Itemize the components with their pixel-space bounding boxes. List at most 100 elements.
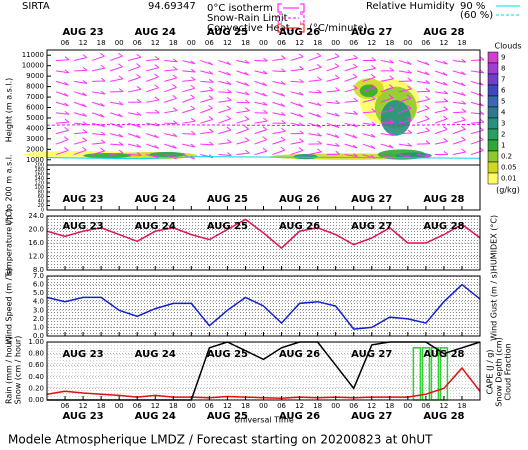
wind-arrow — [200, 70, 214, 75]
wind-arrow — [389, 132, 394, 136]
legend-label: 90 % — [460, 1, 485, 12]
wind-arrow — [380, 78, 394, 82]
wind-arrow — [443, 60, 448, 65]
wind-arrow — [110, 78, 123, 82]
wind-arrow — [55, 101, 69, 107]
wind-arrow — [226, 139, 232, 143]
wind-arrow — [389, 75, 394, 80]
wind-arrow — [298, 113, 304, 118]
wind-arrow — [208, 95, 214, 99]
wind-arrow — [200, 118, 213, 124]
wind-arrow — [425, 87, 431, 92]
wind-arrow — [281, 119, 286, 124]
wind-arrow — [128, 112, 142, 116]
wind-arrow — [73, 80, 87, 84]
wind-arrow — [398, 97, 412, 103]
wind-arrow — [236, 140, 250, 145]
wind-arrow — [91, 150, 105, 156]
wind-arrow — [64, 118, 70, 123]
day-label: AUG 24 — [135, 349, 176, 360]
wind-arrow — [118, 63, 123, 68]
wind-arrow — [334, 63, 340, 67]
cloud-area — [149, 151, 186, 158]
wind-arrow — [406, 105, 412, 109]
day-label: AUG 23 — [62, 194, 103, 205]
wind-arrow — [388, 84, 394, 89]
wind-arrow — [208, 104, 213, 109]
wind-arrow — [316, 52, 322, 57]
colorbar-label: 6 — [501, 87, 506, 95]
wind-arrow — [280, 103, 286, 107]
wind-arrow — [164, 154, 177, 160]
wind-arrow — [254, 139, 267, 145]
x-tick-label: 00 — [259, 402, 268, 410]
wind-arrow — [362, 98, 376, 103]
wind-arrow — [371, 57, 377, 61]
wind-arrow — [308, 55, 321, 61]
wind-arrow — [218, 80, 232, 85]
x-tick-label: 00 — [331, 39, 340, 47]
wind-arrow — [290, 101, 303, 108]
isotherm — [46, 123, 481, 126]
wind-arrow — [208, 70, 214, 75]
x-tick-label: 06 — [133, 39, 142, 47]
wind-arrow — [190, 117, 196, 122]
colorbar-label: 7 — [501, 76, 505, 84]
wind-arrow — [244, 107, 250, 112]
day-label: AUG 25 — [207, 411, 248, 422]
wind-arrow — [172, 120, 178, 124]
wind-arrow — [262, 147, 268, 152]
wind-arrow — [154, 64, 160, 68]
x-tick-label: 18 — [169, 39, 178, 47]
wind-arrow — [190, 76, 196, 81]
wind-arrow — [110, 143, 124, 146]
wind-arrow — [91, 67, 105, 72]
wind-arrow — [272, 91, 285, 97]
wind-arrow — [226, 97, 232, 101]
wind-arrow — [290, 68, 304, 72]
wind-arrow — [200, 98, 213, 103]
wind-arrow — [344, 76, 358, 82]
wind-arrow — [136, 98, 142, 103]
wind-arrow — [262, 70, 268, 75]
wind-arrow — [154, 154, 160, 158]
wind-arrow — [434, 80, 448, 86]
wind-arrow — [190, 130, 196, 135]
wind-arrow — [424, 115, 430, 120]
wind-arrow — [245, 149, 250, 154]
wind-arrow — [164, 110, 178, 114]
wind-arrow — [272, 139, 286, 145]
wind-arrow — [434, 118, 448, 124]
day-label: AUG 26 — [279, 411, 320, 422]
day-label: AUG 23 — [62, 349, 103, 360]
wind-arrow — [109, 112, 123, 118]
wind-arrow — [452, 119, 466, 124]
wind-arrow — [136, 143, 142, 148]
wind-arrow — [353, 153, 358, 157]
wind-arrow — [272, 58, 286, 61]
legend-label: Convective Heat. — [207, 23, 293, 34]
wind-arrow — [172, 94, 177, 99]
cloud-area — [359, 84, 378, 98]
wind-arrow — [82, 129, 88, 133]
wind-arrow — [470, 101, 484, 107]
day-label: AUG 23 — [62, 411, 103, 422]
wind-arrow — [452, 59, 466, 63]
y-tick-label: 11000 — [22, 51, 44, 59]
wind-arrow — [254, 91, 267, 97]
wind-arrow — [128, 143, 141, 148]
wind-arrow — [254, 129, 268, 135]
legend-swatch — [277, 13, 305, 23]
y-tick-label: 60 — [38, 194, 44, 200]
wind-arrow — [128, 122, 141, 128]
wind-arrow — [461, 92, 466, 96]
wind-arrow — [218, 91, 232, 94]
x-tick-label: 12 — [223, 402, 232, 410]
day-label: AUG 28 — [423, 27, 464, 38]
wind-arrow — [344, 133, 358, 139]
wind-arrow — [226, 61, 232, 66]
wind-arrow — [200, 107, 213, 114]
wind-arrow — [226, 115, 231, 120]
wind-arrow — [406, 61, 412, 65]
